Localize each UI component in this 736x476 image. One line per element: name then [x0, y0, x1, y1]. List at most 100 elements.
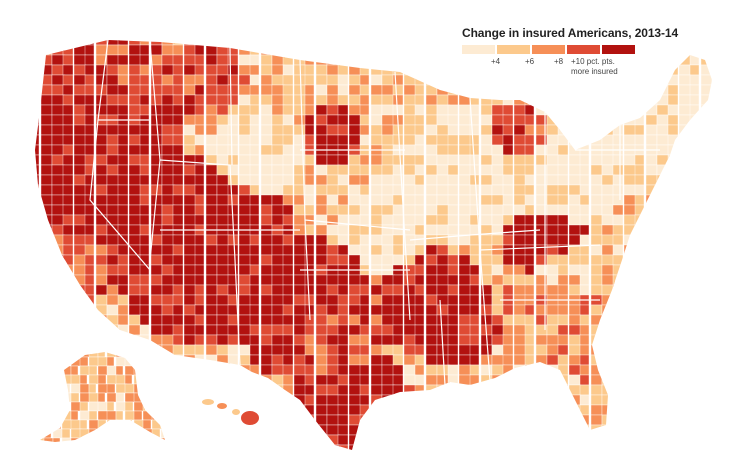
county-cell [469, 364, 480, 376]
county-cell [183, 254, 197, 266]
county-cell [348, 394, 362, 406]
county-cell [425, 44, 438, 56]
county-cell [645, 394, 658, 406]
county-cell [513, 434, 527, 446]
county-cell [293, 334, 307, 346]
county-cell [469, 274, 480, 286]
county-cell [590, 274, 603, 286]
county-cell [194, 214, 205, 226]
county-cell [35, 124, 40, 136]
county-cell [502, 154, 514, 166]
county-cell [656, 384, 671, 396]
county-cell [480, 154, 493, 166]
county-cell [227, 394, 239, 406]
county-cell [590, 104, 603, 116]
county-cell [700, 94, 712, 106]
county-cell [172, 384, 184, 396]
county-cell [260, 434, 273, 446]
county-cell [568, 374, 582, 386]
county-cell [711, 264, 712, 276]
county-cell [183, 44, 197, 56]
county-cell [492, 455, 505, 465]
county-cell [227, 74, 239, 86]
county-cell [678, 184, 692, 196]
county-cell [359, 354, 370, 366]
county-cell [84, 444, 95, 450]
county-cell [634, 354, 645, 366]
county-cell [183, 54, 197, 66]
county-cell [414, 344, 425, 356]
county-cell [359, 214, 370, 226]
county-cell [73, 144, 87, 156]
county-cell [502, 94, 514, 106]
county-cell [172, 114, 184, 126]
county-cell [117, 124, 129, 136]
county-cell [260, 184, 273, 196]
county-cell [414, 284, 425, 296]
county-cell [106, 401, 115, 412]
county-cell [73, 154, 87, 166]
county-cell [458, 404, 472, 416]
county-cell [205, 244, 218, 256]
county-cell [52, 392, 61, 403]
county-cell [568, 384, 582, 396]
county-cell [469, 134, 480, 146]
county-cell [238, 40, 252, 46]
county-cell [623, 94, 637, 106]
county-cell [634, 274, 645, 286]
county-cell [579, 164, 590, 176]
county-cell [35, 234, 40, 246]
county-cell [601, 334, 616, 346]
county-cell [414, 374, 425, 386]
county-cell [183, 164, 197, 176]
county-cell [403, 40, 417, 46]
county-cell [293, 254, 307, 266]
county-cell [139, 434, 150, 446]
county-cell [535, 424, 548, 436]
county-cell [535, 334, 548, 346]
county-cell [282, 414, 294, 426]
county-cell [579, 354, 590, 366]
county-cell [524, 334, 535, 346]
county-cell [667, 244, 679, 256]
county-cell [711, 144, 712, 156]
county-cell [40, 364, 53, 376]
county-cell [711, 164, 712, 176]
county-cell [425, 134, 438, 146]
county-cell [469, 314, 480, 326]
county-cell [293, 44, 307, 56]
county-cell [689, 124, 700, 136]
county-cell [425, 214, 438, 226]
county-cell [557, 394, 569, 406]
county-cell [700, 394, 712, 406]
county-cell [151, 410, 162, 421]
county-cell [480, 214, 493, 226]
county-cell [711, 304, 712, 316]
county-cell [689, 194, 700, 206]
county-cell [260, 344, 273, 356]
county-cell [656, 354, 671, 366]
county-cell [337, 224, 349, 236]
county-cell [172, 84, 184, 96]
county-cell [425, 114, 438, 126]
county-cell [95, 134, 108, 146]
county-cell [51, 334, 66, 346]
county-cell [89, 447, 100, 456]
county-cell [84, 104, 95, 116]
county-cell [249, 444, 260, 450]
county-cell [124, 352, 137, 358]
county-cell [623, 294, 637, 306]
county-cell [645, 194, 658, 206]
county-cell [315, 104, 328, 116]
county-cell [315, 234, 328, 246]
county-cell [348, 204, 362, 216]
county-cell [51, 324, 66, 336]
county-cell [678, 284, 692, 296]
county-cell [304, 124, 315, 136]
county-cell [480, 94, 493, 106]
county-cell [590, 374, 603, 386]
county-cell [403, 54, 417, 66]
county-cell [73, 74, 87, 86]
county-cell [238, 194, 252, 206]
county-cell [304, 40, 315, 46]
